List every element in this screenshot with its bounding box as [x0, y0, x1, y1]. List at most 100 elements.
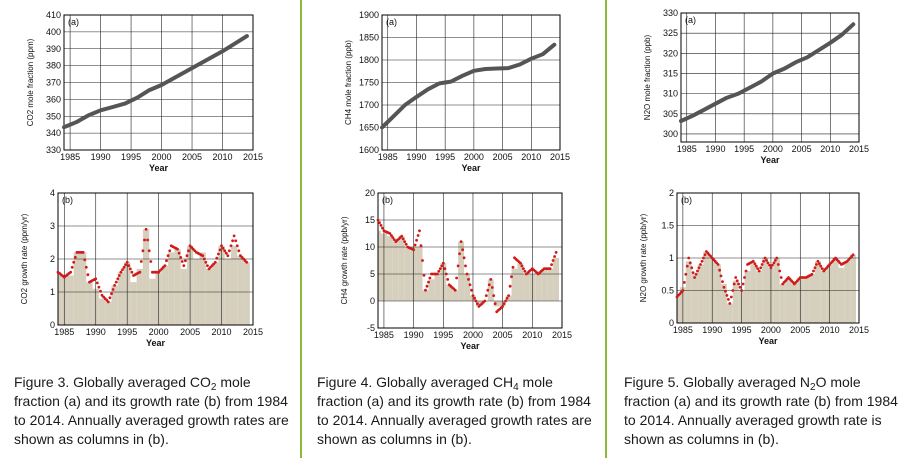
growth-rate-point — [424, 288, 427, 292]
growth-rate-point — [697, 266, 701, 270]
y-tick-label: 370 — [46, 78, 61, 88]
ch4-mole-fraction-chart: 1600 1650 1700 1750 1800 1850 1900 1985 1990 1995… — [344, 10, 570, 173]
growth-rate-point — [217, 252, 220, 256]
growth-rate-point — [505, 296, 509, 300]
growth-rate-point — [682, 281, 686, 284]
y-tick-label: 315 — [663, 68, 678, 78]
x-tick-label: 2010 — [820, 144, 840, 154]
annual-growth-column — [98, 298, 106, 325]
growth-rate-point — [510, 275, 513, 279]
x-tick-label: 1990 — [91, 152, 111, 162]
figure-3-caption: Figure 3. Globally averaged CO2 mole fra… — [14, 374, 289, 447]
growth-rate-point — [401, 237, 405, 241]
growth-rate-point — [684, 272, 688, 276]
annual-growth-column — [523, 274, 530, 301]
panel-label: (b) — [382, 195, 393, 205]
x-tick-label: 2000 — [763, 144, 783, 154]
annual-growth-column — [744, 271, 751, 323]
growth-rate-point — [467, 278, 470, 281]
growth-rate-point — [428, 276, 432, 280]
growth-rate-point — [553, 255, 556, 258]
growth-rate-point — [502, 302, 506, 306]
growth-rate-point — [486, 288, 490, 292]
growth-rate-point — [94, 277, 98, 281]
x-tick-label: 2005 — [493, 152, 513, 162]
growth-rate-point — [700, 259, 704, 263]
growth-rate-point — [763, 256, 767, 260]
growth-rate-point — [81, 251, 85, 254]
annual-growth-column — [732, 280, 739, 323]
annual-growth-column — [230, 245, 238, 325]
growth-rate-point — [223, 249, 227, 253]
annual-growth-column — [105, 301, 112, 325]
growth-rate-point — [474, 299, 478, 303]
growth-rate-point — [185, 254, 189, 258]
annual-growth-column — [458, 241, 465, 301]
growth-rate-point — [378, 221, 381, 225]
growth-rate-point — [119, 270, 123, 274]
growth-rate-point — [70, 265, 74, 269]
y-tick-label: 340 — [46, 128, 61, 138]
growth-rate-point — [511, 265, 515, 269]
annual-growth-column — [434, 274, 441, 301]
y-tick-label: 1750 — [359, 78, 379, 88]
co2-growth-rate-chart: 0 1 2 3 4 1985 1990 1995 2000 2005 2010 2015 (b) Year… — [20, 188, 263, 348]
growth-rate-point — [464, 264, 467, 268]
growth-rate-point — [734, 276, 738, 279]
annual-growth-column — [475, 301, 482, 307]
annual-growth-column — [715, 264, 722, 323]
growth-rate-point — [703, 253, 707, 257]
growth-rate-point — [465, 272, 469, 276]
annual-growth-column — [726, 303, 733, 323]
growth-rate-point — [523, 269, 527, 273]
n2o-mole-fraction-chart: 300 305 310 315 320 325 330 1985 1990 1995 2000 200… — [643, 8, 869, 165]
x-tick-label: 2015 — [849, 144, 869, 154]
growth-rate-point — [213, 260, 217, 264]
x-tick-label: 2010 — [212, 327, 232, 337]
growth-rate-point — [204, 260, 208, 264]
growth-rate-point — [819, 264, 823, 268]
growth-rate-point — [688, 261, 692, 265]
x-tick-label: 1985 — [54, 327, 74, 337]
growth-rate-point — [779, 276, 783, 279]
growth-rate-point — [820, 267, 824, 270]
x-tick-label: 2000 — [463, 330, 483, 340]
annual-growth-column — [814, 261, 821, 323]
x-tick-label: 2005 — [792, 144, 812, 154]
growth-rate-point — [718, 268, 721, 272]
annual-growth-column — [149, 278, 156, 325]
x-tick-label: 2000 — [152, 152, 172, 162]
plot-frame — [676, 192, 860, 324]
growth-rate-point — [721, 280, 724, 283]
growth-rate-point — [163, 264, 167, 267]
annual-growth-column — [685, 261, 692, 323]
growth-rate-point — [772, 261, 776, 265]
annual-growth-column — [511, 268, 518, 301]
growth-rate-point — [520, 264, 524, 268]
mole-fraction-series — [679, 22, 856, 123]
growth-rate-point — [756, 267, 760, 270]
x-tick-label: 2000 — [464, 152, 484, 162]
panel-label: (a) — [386, 17, 397, 27]
annual-growth-column — [779, 284, 786, 323]
y-tick-label: 300 — [663, 129, 678, 139]
x-tick-label: 1985 — [60, 152, 80, 162]
annual-growth-column — [398, 236, 405, 301]
y-tick-label: 325 — [663, 28, 678, 38]
growth-rate-point — [116, 277, 120, 281]
growth-rate-point — [751, 259, 755, 263]
x-tick-label: 2010 — [820, 325, 840, 335]
y-tick-label: 10 — [365, 242, 375, 252]
growth-rate-point — [221, 246, 225, 250]
annual-growth-column — [850, 254, 857, 323]
y-tick-label: 4 — [50, 188, 55, 198]
growth-rate-point — [812, 269, 815, 273]
growth-rate-point — [226, 254, 230, 258]
growth-rate-point — [110, 292, 113, 296]
figure-4-caption: Figure 4. Globally averaged CH4 mole fra… — [317, 374, 592, 447]
y-axis-label: CH4 mole fraction (ppb) — [344, 40, 353, 125]
growth-rate-point — [437, 269, 441, 273]
growth-rate-point — [231, 239, 235, 243]
growth-rate-point — [444, 272, 448, 276]
growth-rate-point — [108, 296, 112, 300]
